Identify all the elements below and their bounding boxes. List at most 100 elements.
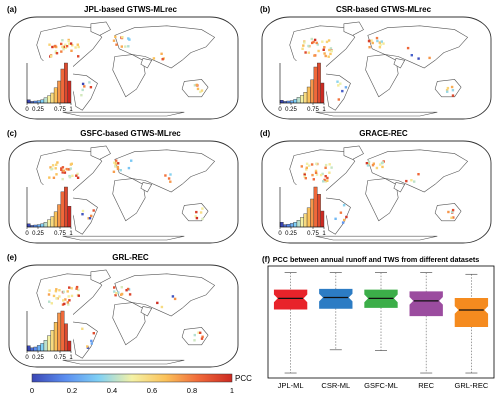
station-marker — [328, 48, 331, 52]
histogram-bar — [306, 207, 311, 228]
station-marker — [314, 169, 318, 173]
station-marker — [378, 41, 381, 44]
station-marker — [81, 82, 85, 86]
station-marker — [405, 179, 408, 183]
station-marker — [310, 163, 314, 166]
station-marker — [447, 210, 450, 214]
station-marker — [367, 162, 371, 166]
histogram-bar — [36, 345, 41, 352]
histogram-bar — [64, 62, 68, 104]
station-marker — [114, 35, 117, 38]
station-marker — [117, 162, 120, 165]
station-marker — [64, 46, 67, 49]
panel-title: GRL-REC — [112, 253, 149, 262]
station-marker — [366, 164, 370, 167]
station-marker — [379, 43, 382, 46]
station-marker — [61, 171, 64, 174]
station-marker — [314, 171, 318, 174]
station-marker — [67, 39, 70, 43]
antarctica-outline — [62, 359, 185, 365]
station-marker — [119, 169, 122, 172]
station-marker — [307, 44, 310, 48]
histogram-tick-label: 1 — [69, 107, 73, 113]
station-marker — [115, 159, 118, 162]
station-marker — [339, 82, 342, 85]
histogram-bar — [306, 86, 311, 104]
station-marker — [48, 289, 51, 292]
station-marker — [114, 165, 117, 168]
station-marker — [92, 209, 95, 212]
station-marker — [327, 55, 330, 58]
station-marker — [324, 175, 327, 178]
station-marker — [199, 331, 202, 334]
box-csr-ml — [319, 272, 353, 351]
greenland-outline — [343, 145, 364, 160]
histogram-tick-label: 1 — [69, 231, 73, 237]
x-tick-label: JPL-ML — [278, 381, 304, 390]
histogram-tick-label: 1 — [322, 107, 326, 113]
station-marker — [381, 165, 384, 169]
station-marker — [450, 216, 453, 219]
arabia-outline — [140, 182, 153, 193]
eurasia-outline — [114, 273, 216, 317]
station-marker — [167, 177, 171, 180]
station-marker — [61, 39, 64, 42]
station-marker — [201, 335, 204, 338]
panel-title: CSR-based GTWS-MLrec — [336, 5, 432, 14]
station-marker — [450, 85, 454, 89]
station-marker — [193, 333, 196, 337]
station-marker — [51, 167, 54, 170]
station-marker — [311, 173, 314, 177]
station-marker — [52, 176, 56, 179]
map-panel: (a) JPL-based GTWS-MLrec 0 0.25 0.75 1 — [7, 5, 239, 120]
station-marker — [324, 54, 327, 58]
station-marker — [77, 45, 80, 49]
greenland-outline — [90, 145, 111, 160]
station-marker — [451, 94, 455, 97]
histogram-bar — [289, 100, 294, 104]
panel-letter: (c) — [7, 129, 17, 138]
station-marker — [195, 83, 198, 87]
histogram-bar — [67, 205, 72, 228]
histogram-tick-label: 0.75 — [307, 231, 319, 237]
station-marker — [71, 44, 74, 47]
station-marker — [365, 162, 369, 165]
station-marker — [301, 47, 304, 50]
station-marker — [120, 292, 124, 296]
station-marker — [193, 339, 196, 342]
station-marker — [450, 210, 454, 214]
station-marker — [307, 51, 310, 54]
station-marker — [54, 44, 57, 48]
station-marker — [324, 180, 327, 183]
station-marker — [126, 287, 130, 291]
antarctica-outline — [62, 235, 185, 241]
station-marker — [127, 166, 131, 170]
station-marker — [90, 342, 93, 345]
station-marker — [55, 297, 58, 300]
station-marker — [117, 291, 120, 294]
x-tick-label: REC — [418, 381, 434, 390]
station-marker — [49, 166, 52, 169]
station-marker — [197, 331, 200, 334]
station-marker — [370, 39, 373, 42]
panel-letter: (e) — [7, 253, 17, 262]
station-marker — [310, 37, 313, 41]
histogram-tick-label: 0.25 — [32, 355, 44, 361]
station-marker — [112, 170, 116, 173]
station-marker — [337, 98, 340, 101]
station-marker — [90, 339, 93, 343]
station-marker — [128, 293, 132, 296]
station-marker — [62, 169, 65, 173]
histogram-tick-label: 0.75 — [54, 355, 66, 361]
station-marker — [113, 286, 116, 289]
station-marker — [173, 297, 177, 301]
histogram-tick-label: 0 — [278, 107, 282, 113]
station-marker — [89, 86, 93, 89]
histogram-bar — [60, 191, 65, 228]
histogram-bar — [320, 210, 325, 228]
box-body — [409, 291, 443, 317]
map-panel: (d) GRACE-REC 0 0.25 0.75 1 — [260, 129, 492, 244]
histogram-bar — [47, 95, 51, 104]
histogram-bar — [33, 346, 38, 352]
